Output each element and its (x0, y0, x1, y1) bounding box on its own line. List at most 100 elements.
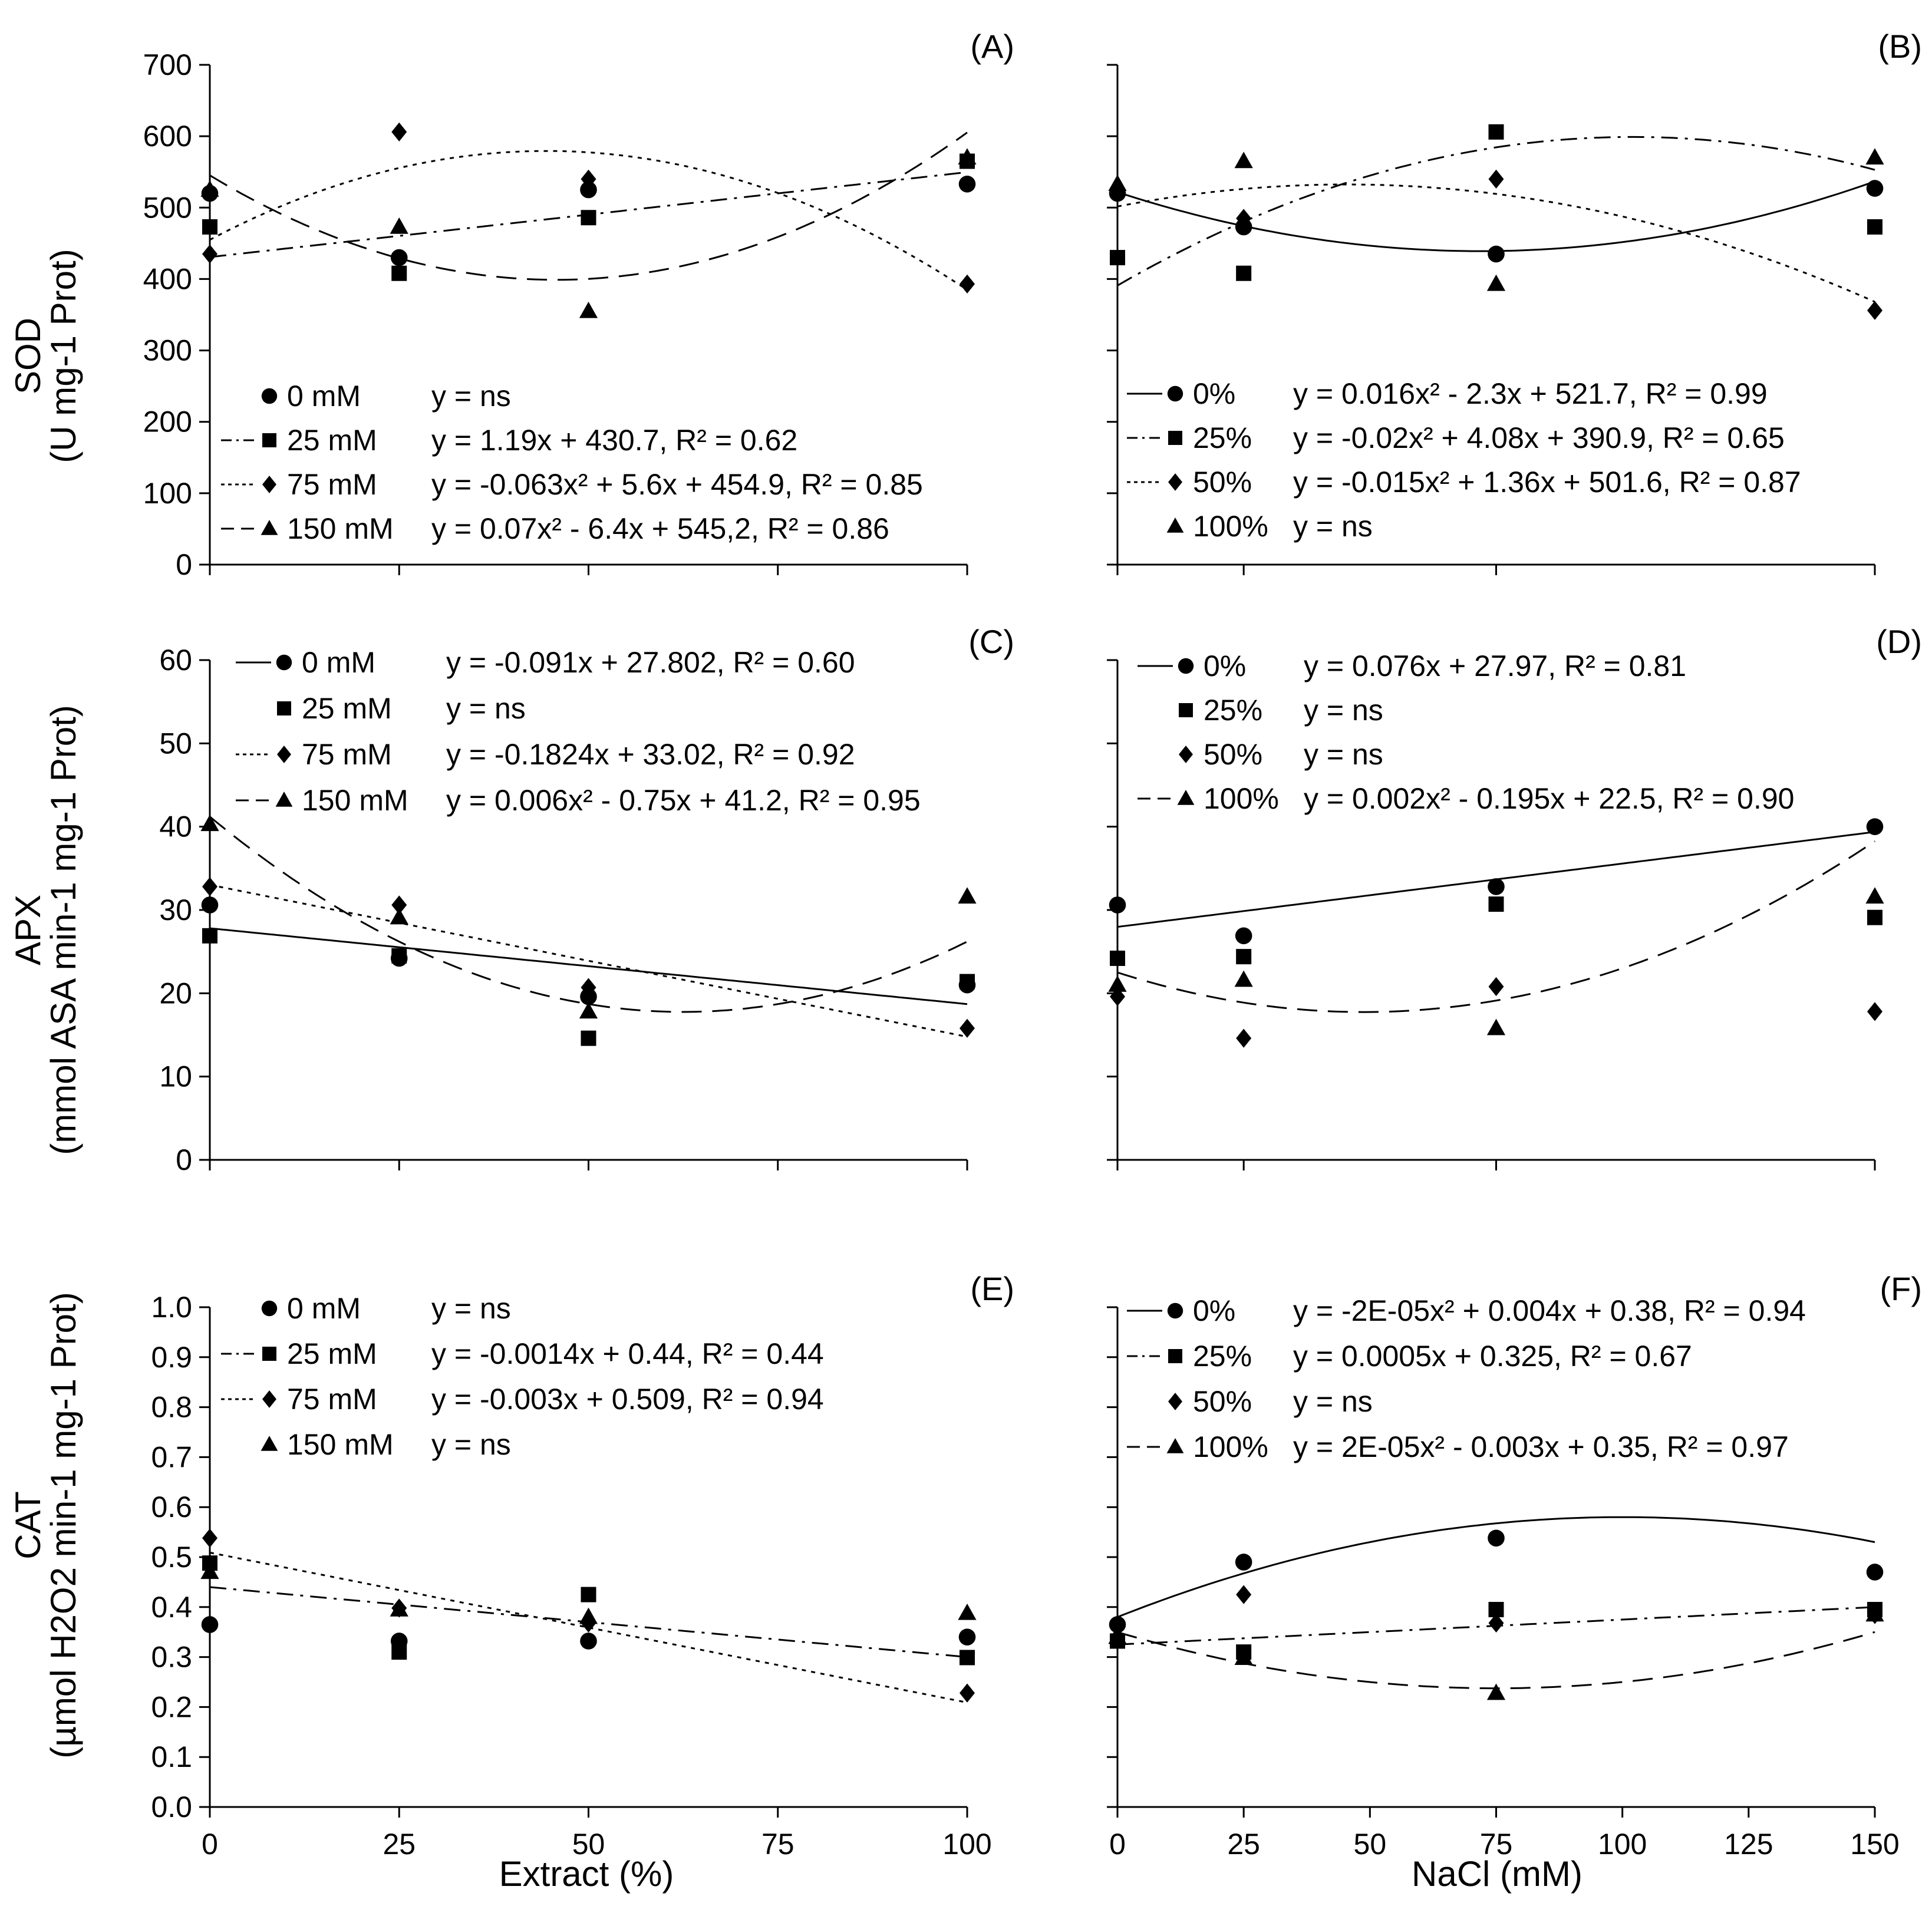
y-tick-label: 0.5 (151, 1541, 192, 1574)
data-point-square (960, 1650, 975, 1666)
data-point-circle (1235, 1554, 1252, 1571)
svg-text:(U mg-1 Prot): (U mg-1 Prot) (44, 249, 83, 463)
data-point-triangle (958, 148, 977, 165)
panel-b: (B) 0% y = 0.016x² - 2.3x + 521.7, R² = 0.… (1107, 28, 1922, 575)
legend-marker-triangle (261, 1436, 278, 1451)
data-point-diamond (1488, 1613, 1504, 1633)
legend-equation: y = ns (431, 1428, 511, 1461)
data-point-triangle (390, 1600, 408, 1617)
legend-marker-triangle (1166, 1438, 1184, 1453)
legend-marker-square (277, 701, 291, 715)
legend-marker-circle (276, 654, 292, 671)
data-point-circle (580, 1633, 597, 1650)
panel-f: 0 25 50 75 100 125 150 (F) 0% y = -2E-05x² + 0.00… (1107, 1270, 1922, 1861)
legend-equation: y = 0.076x + 27.97, R² = 0.81 (1304, 649, 1686, 682)
fit-line-circle (209, 927, 968, 1005)
legend-label: 0 mM (302, 646, 375, 679)
legend-label: 25% (1193, 421, 1252, 454)
x-tick-label: 25 (1227, 1828, 1260, 1861)
fit-line-diamond (209, 1551, 968, 1704)
legend-label: 25 mM (302, 692, 392, 725)
data-point-square (1110, 950, 1125, 966)
panel-title: (D) (1876, 623, 1922, 660)
data-point-circle (1866, 180, 1884, 197)
y-tick-label: 0.3 (151, 1641, 192, 1674)
svg-text:APX: APX (8, 895, 48, 965)
x-tick-label: 75 (1480, 1828, 1513, 1861)
legend-marker-diamond (1168, 1393, 1182, 1410)
y-tick-label: 0.0 (151, 1790, 192, 1823)
legend-equation: y = -0.015x² + 1.36x + 501.6, R² = 0.87 (1293, 466, 1801, 499)
legend: 0 mM y = ns 25 mM y = 1.19x + 430.7, R² = 0… (221, 380, 923, 545)
y-tick-label: 0.8 (151, 1391, 192, 1424)
legend-marker-diamond (277, 746, 291, 763)
data-point-triangle (1234, 151, 1253, 169)
fit-line-circle (1117, 180, 1875, 252)
y-tick-label: 0.7 (151, 1440, 192, 1473)
data-point-circle (958, 176, 976, 193)
fit-line-square (1117, 136, 1875, 286)
legend-label: 100% (1204, 782, 1279, 815)
y-tick-label: 0.2 (151, 1690, 192, 1723)
legend-label: 100% (1193, 1430, 1268, 1463)
legend-marker-square (1168, 431, 1182, 445)
fit-line-diamond (209, 883, 968, 1038)
data-point-diamond (391, 122, 407, 141)
legend-label: 150 mM (287, 1428, 394, 1461)
data-point-square (1236, 265, 1252, 281)
legend-label: 0% (1193, 1294, 1235, 1327)
legend-label: 50% (1204, 738, 1262, 771)
legend-equation: y = ns (1293, 1385, 1373, 1418)
fit-line-triangle (209, 131, 968, 281)
data-point-triangle (1486, 1683, 1506, 1700)
panel-d: (D) 0% y = 0.076x + 27.97, R² = 0.81 25% y =… (1107, 623, 1922, 1170)
legend-marker-triangle (261, 520, 278, 535)
legend-label: 150 mM (287, 512, 394, 545)
data-point-diamond (581, 978, 596, 997)
y-tick-label: 10 (159, 1060, 192, 1093)
legend-equation: y = -0.063x² + 5.6x + 454.9, R² = 0.85 (431, 468, 923, 501)
data-point-triangle (958, 1603, 977, 1620)
legend-marker-triangle (1177, 790, 1195, 805)
legend: 0% y = 0.016x² - 2.3x + 521.7, R² = 0.99 2… (1127, 377, 1801, 543)
panel-title: (A) (970, 28, 1014, 65)
data-point-square (391, 1644, 407, 1660)
legend-label: 25% (1204, 694, 1262, 727)
legend-marker-diamond (1168, 473, 1182, 491)
data-point-triangle (579, 1002, 598, 1019)
legend-label: 75 mM (287, 1383, 377, 1416)
data-point-triangle (1108, 975, 1127, 992)
legend: 0 mM y = ns 25 mM y = -0.0014x + 0.44, R² =… (221, 1292, 824, 1461)
data-point-square (202, 219, 217, 235)
fit-line-triangle (1117, 840, 1875, 1013)
legend-equation: y = -0.1824x + 33.02, R² = 0.92 (446, 738, 855, 771)
legend-equation: y = 0.002x² - 0.195x + 22.5, R² = 0.90 (1304, 782, 1794, 815)
data-point-circle (1866, 1564, 1884, 1581)
data-point-diamond (1867, 301, 1882, 320)
data-point-diamond (960, 1018, 975, 1038)
data-point-diamond (202, 244, 217, 264)
data-point-diamond (391, 895, 407, 915)
legend-equation: y = -0.091x + 27.802, R² = 0.60 (446, 646, 855, 679)
x-tick-label: 0 (202, 1828, 218, 1861)
data-point-diamond (1236, 209, 1252, 228)
data-point-diamond (202, 877, 217, 896)
data-point-diamond (202, 1528, 217, 1548)
y-tick-label: 0 (176, 548, 192, 581)
y-axis-title-cat: CAT (µmol H2O2 min-1 mg-1 Prot) (8, 1292, 83, 1758)
legend-marker-triangle (1166, 517, 1184, 533)
y-tick-label: 100 (143, 477, 192, 510)
legend-marker-diamond (262, 1390, 276, 1408)
legend-label: 0 mM (287, 1292, 361, 1325)
data-point-triangle (1234, 1648, 1253, 1665)
y-tick-label: 0.4 (151, 1591, 192, 1624)
legend-equation: y = 1.19x + 430.7, R² = 0.62 (431, 424, 797, 457)
legend: 0% y = 0.076x + 27.97, R² = 0.81 25% y = ns… (1138, 649, 1794, 815)
legend-equation: y = ns (446, 692, 526, 725)
panel-title: (B) (1878, 28, 1922, 65)
legend-label: 25 mM (287, 1337, 377, 1370)
data-point-triangle (200, 1562, 219, 1579)
x-tick-label: 100 (942, 1828, 991, 1861)
data-point-square (391, 948, 407, 964)
legend-marker-square (1168, 1349, 1182, 1363)
